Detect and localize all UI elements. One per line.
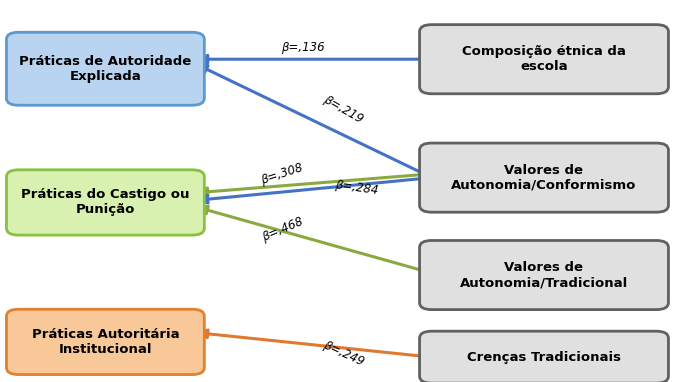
FancyBboxPatch shape (420, 24, 668, 94)
FancyBboxPatch shape (420, 331, 668, 382)
FancyBboxPatch shape (420, 241, 668, 309)
Text: Valores de
Autonomia/Tradicional: Valores de Autonomia/Tradicional (460, 261, 628, 289)
Text: Práticas Autoritária
Institucional: Práticas Autoritária Institucional (31, 328, 180, 356)
FancyBboxPatch shape (6, 32, 204, 105)
Text: β=,249: β=,249 (321, 338, 366, 369)
Text: Crenças Tradicionais: Crenças Tradicionais (467, 351, 621, 364)
Text: β=,468: β=,468 (260, 215, 305, 244)
Text: β=,219: β=,219 (321, 92, 366, 125)
Text: Valores de
Autonomia/Conformismo: Valores de Autonomia/Conformismo (452, 163, 636, 192)
FancyBboxPatch shape (420, 143, 668, 212)
Text: Composição étnica da
escola: Composição étnica da escola (462, 45, 626, 73)
Text: Práticas do Castigo ou
Punição: Práticas do Castigo ou Punição (21, 188, 190, 217)
FancyBboxPatch shape (6, 170, 204, 235)
Text: β=,284: β=,284 (335, 178, 379, 197)
Text: Práticas de Autoridade
Explicada: Práticas de Autoridade Explicada (19, 55, 192, 83)
Text: β=,308: β=,308 (260, 161, 305, 187)
FancyBboxPatch shape (6, 309, 204, 374)
Text: β=,136: β=,136 (281, 41, 324, 54)
